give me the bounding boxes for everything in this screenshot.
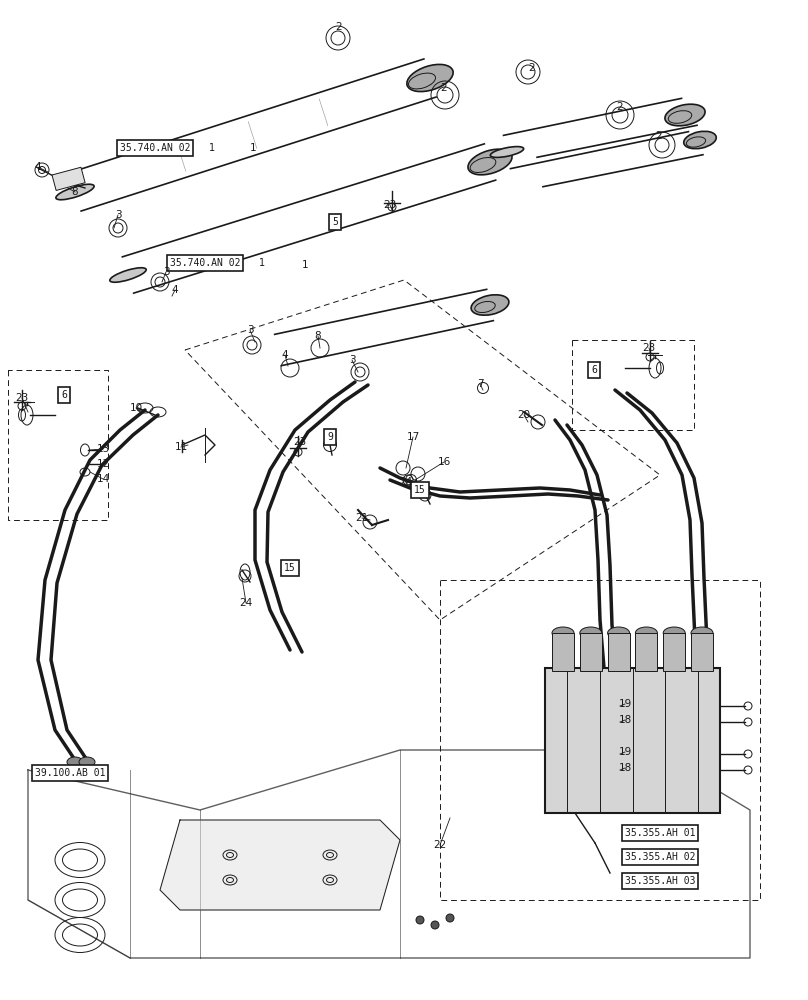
Text: 7: 7 — [477, 379, 483, 389]
Ellipse shape — [110, 268, 146, 282]
Text: 3: 3 — [349, 355, 356, 365]
Ellipse shape — [67, 757, 83, 767]
Text: 4: 4 — [282, 350, 288, 360]
Bar — [545, 668, 720, 813]
Text: 1: 1 — [250, 143, 256, 153]
Text: 1: 1 — [259, 258, 265, 268]
Bar — [663, 633, 685, 671]
Text: 18: 18 — [618, 715, 632, 725]
Bar — [635, 633, 658, 671]
Text: 15: 15 — [284, 563, 296, 573]
Text: 8: 8 — [314, 331, 322, 341]
Text: 19: 19 — [618, 747, 632, 757]
Text: 11: 11 — [175, 442, 187, 452]
Text: 4: 4 — [171, 285, 179, 295]
Text: 23: 23 — [293, 437, 306, 447]
Text: 22: 22 — [433, 840, 447, 850]
Bar — [608, 633, 629, 671]
Text: 4: 4 — [35, 162, 41, 172]
Bar — [52, 167, 85, 190]
Text: 23: 23 — [15, 393, 28, 403]
Text: 24: 24 — [239, 598, 253, 608]
Text: 39.100.AB 01: 39.100.AB 01 — [35, 768, 105, 778]
Text: 24: 24 — [399, 477, 413, 487]
Ellipse shape — [56, 184, 94, 200]
Polygon shape — [160, 820, 400, 910]
Text: 20: 20 — [517, 410, 531, 420]
Text: 2: 2 — [528, 63, 536, 73]
Ellipse shape — [684, 131, 716, 149]
Ellipse shape — [446, 914, 454, 922]
Ellipse shape — [691, 627, 713, 639]
Ellipse shape — [665, 104, 705, 126]
Text: 3: 3 — [162, 267, 170, 277]
Text: 12: 12 — [96, 459, 110, 469]
Ellipse shape — [416, 916, 424, 924]
Text: 1: 1 — [208, 143, 215, 153]
Text: 8: 8 — [72, 187, 78, 197]
Text: 2: 2 — [617, 102, 623, 112]
Text: 18: 18 — [618, 763, 632, 773]
Text: 19: 19 — [618, 699, 632, 709]
Ellipse shape — [79, 757, 95, 767]
Ellipse shape — [407, 64, 453, 92]
Text: 35.355.AH 02: 35.355.AH 02 — [625, 852, 695, 862]
Bar — [691, 633, 713, 671]
Text: 35.740.AN 02: 35.740.AN 02 — [120, 143, 190, 153]
Text: 23: 23 — [383, 200, 397, 210]
Ellipse shape — [663, 627, 685, 639]
Text: 21: 21 — [356, 513, 368, 523]
Text: 17: 17 — [406, 432, 419, 442]
Text: 5: 5 — [332, 217, 338, 227]
Ellipse shape — [431, 921, 439, 929]
Text: 6: 6 — [61, 390, 67, 400]
Ellipse shape — [552, 627, 574, 639]
Text: 2: 2 — [655, 131, 663, 141]
Ellipse shape — [635, 627, 658, 639]
Ellipse shape — [580, 627, 602, 639]
Ellipse shape — [468, 149, 512, 175]
Bar — [580, 633, 602, 671]
Text: 3: 3 — [115, 210, 121, 220]
Text: 16: 16 — [437, 457, 451, 467]
Text: 2: 2 — [440, 83, 448, 93]
Text: 23: 23 — [642, 343, 655, 353]
Ellipse shape — [490, 147, 524, 157]
Text: 9: 9 — [327, 432, 333, 442]
Text: 35.740.AN 02: 35.740.AN 02 — [170, 258, 240, 268]
Bar — [552, 633, 574, 671]
Text: 15: 15 — [415, 485, 426, 495]
Text: 1: 1 — [301, 260, 309, 270]
Ellipse shape — [471, 295, 509, 315]
Text: 35.355.AH 01: 35.355.AH 01 — [625, 828, 695, 838]
Text: 2: 2 — [335, 22, 343, 32]
Text: 13: 13 — [96, 444, 110, 454]
Ellipse shape — [608, 627, 629, 639]
Text: 14: 14 — [96, 474, 110, 484]
Text: 6: 6 — [591, 365, 597, 375]
Text: 10: 10 — [129, 403, 142, 413]
Text: 35.355.AH 03: 35.355.AH 03 — [625, 876, 695, 886]
Text: 3: 3 — [246, 325, 254, 335]
